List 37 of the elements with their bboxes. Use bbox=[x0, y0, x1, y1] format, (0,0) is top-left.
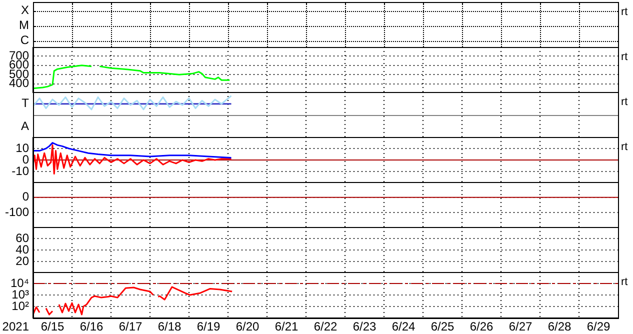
text: rt bbox=[621, 51, 628, 64]
x-tick-label: 6/25 bbox=[430, 320, 454, 334]
y-tick-label: -10 bbox=[12, 164, 30, 178]
x-tick-label: 6/29 bbox=[586, 320, 610, 334]
y-tick-label: 20 bbox=[16, 254, 30, 268]
x-tick-label: 6/20 bbox=[236, 320, 260, 334]
x-tick-label: 6/16 bbox=[80, 320, 104, 334]
x-tick-label: 6/26 bbox=[470, 320, 494, 334]
x-tick-label: 6/19 bbox=[196, 320, 220, 334]
x-tick-label: 6/24 bbox=[392, 320, 416, 334]
text: C bbox=[19, 33, 29, 47]
y-tick-label: 60 bbox=[16, 230, 30, 245]
text: T bbox=[22, 96, 30, 110]
y-tick-label: -100 bbox=[4, 204, 30, 219]
text: X bbox=[20, 3, 29, 17]
y-tick-label: 0 bbox=[22, 190, 30, 204]
x-tick-label: 6/17 bbox=[118, 320, 142, 334]
y-tick-label: 10 bbox=[16, 140, 30, 155]
y-tick-label: 10³ bbox=[12, 287, 30, 302]
y-tick-label: 40 bbox=[16, 242, 30, 256]
x-axis-title: 2021 bbox=[2, 319, 30, 334]
text: rt bbox=[621, 96, 628, 108]
x-tick-label: 6/27 bbox=[508, 320, 532, 334]
x-tick-label: 6/23 bbox=[352, 320, 376, 334]
y-tick-label: 10⁴ bbox=[10, 276, 29, 290]
x-tick-label: 6/18 bbox=[158, 320, 182, 334]
y-tick-label: 0 bbox=[22, 152, 30, 166]
x-tick-label: 6/15 bbox=[40, 320, 64, 334]
y-tick-label: 10² bbox=[12, 298, 30, 313]
text: rt bbox=[621, 276, 628, 288]
x-tick-label: 6/28 bbox=[548, 320, 572, 334]
x-tick-label: 6/21 bbox=[274, 320, 298, 334]
x-tick-label: 6/22 bbox=[314, 320, 338, 334]
text: rt bbox=[621, 141, 628, 154]
text: A bbox=[20, 118, 29, 133]
text: M bbox=[18, 18, 29, 32]
text: rt bbox=[621, 6, 628, 18]
